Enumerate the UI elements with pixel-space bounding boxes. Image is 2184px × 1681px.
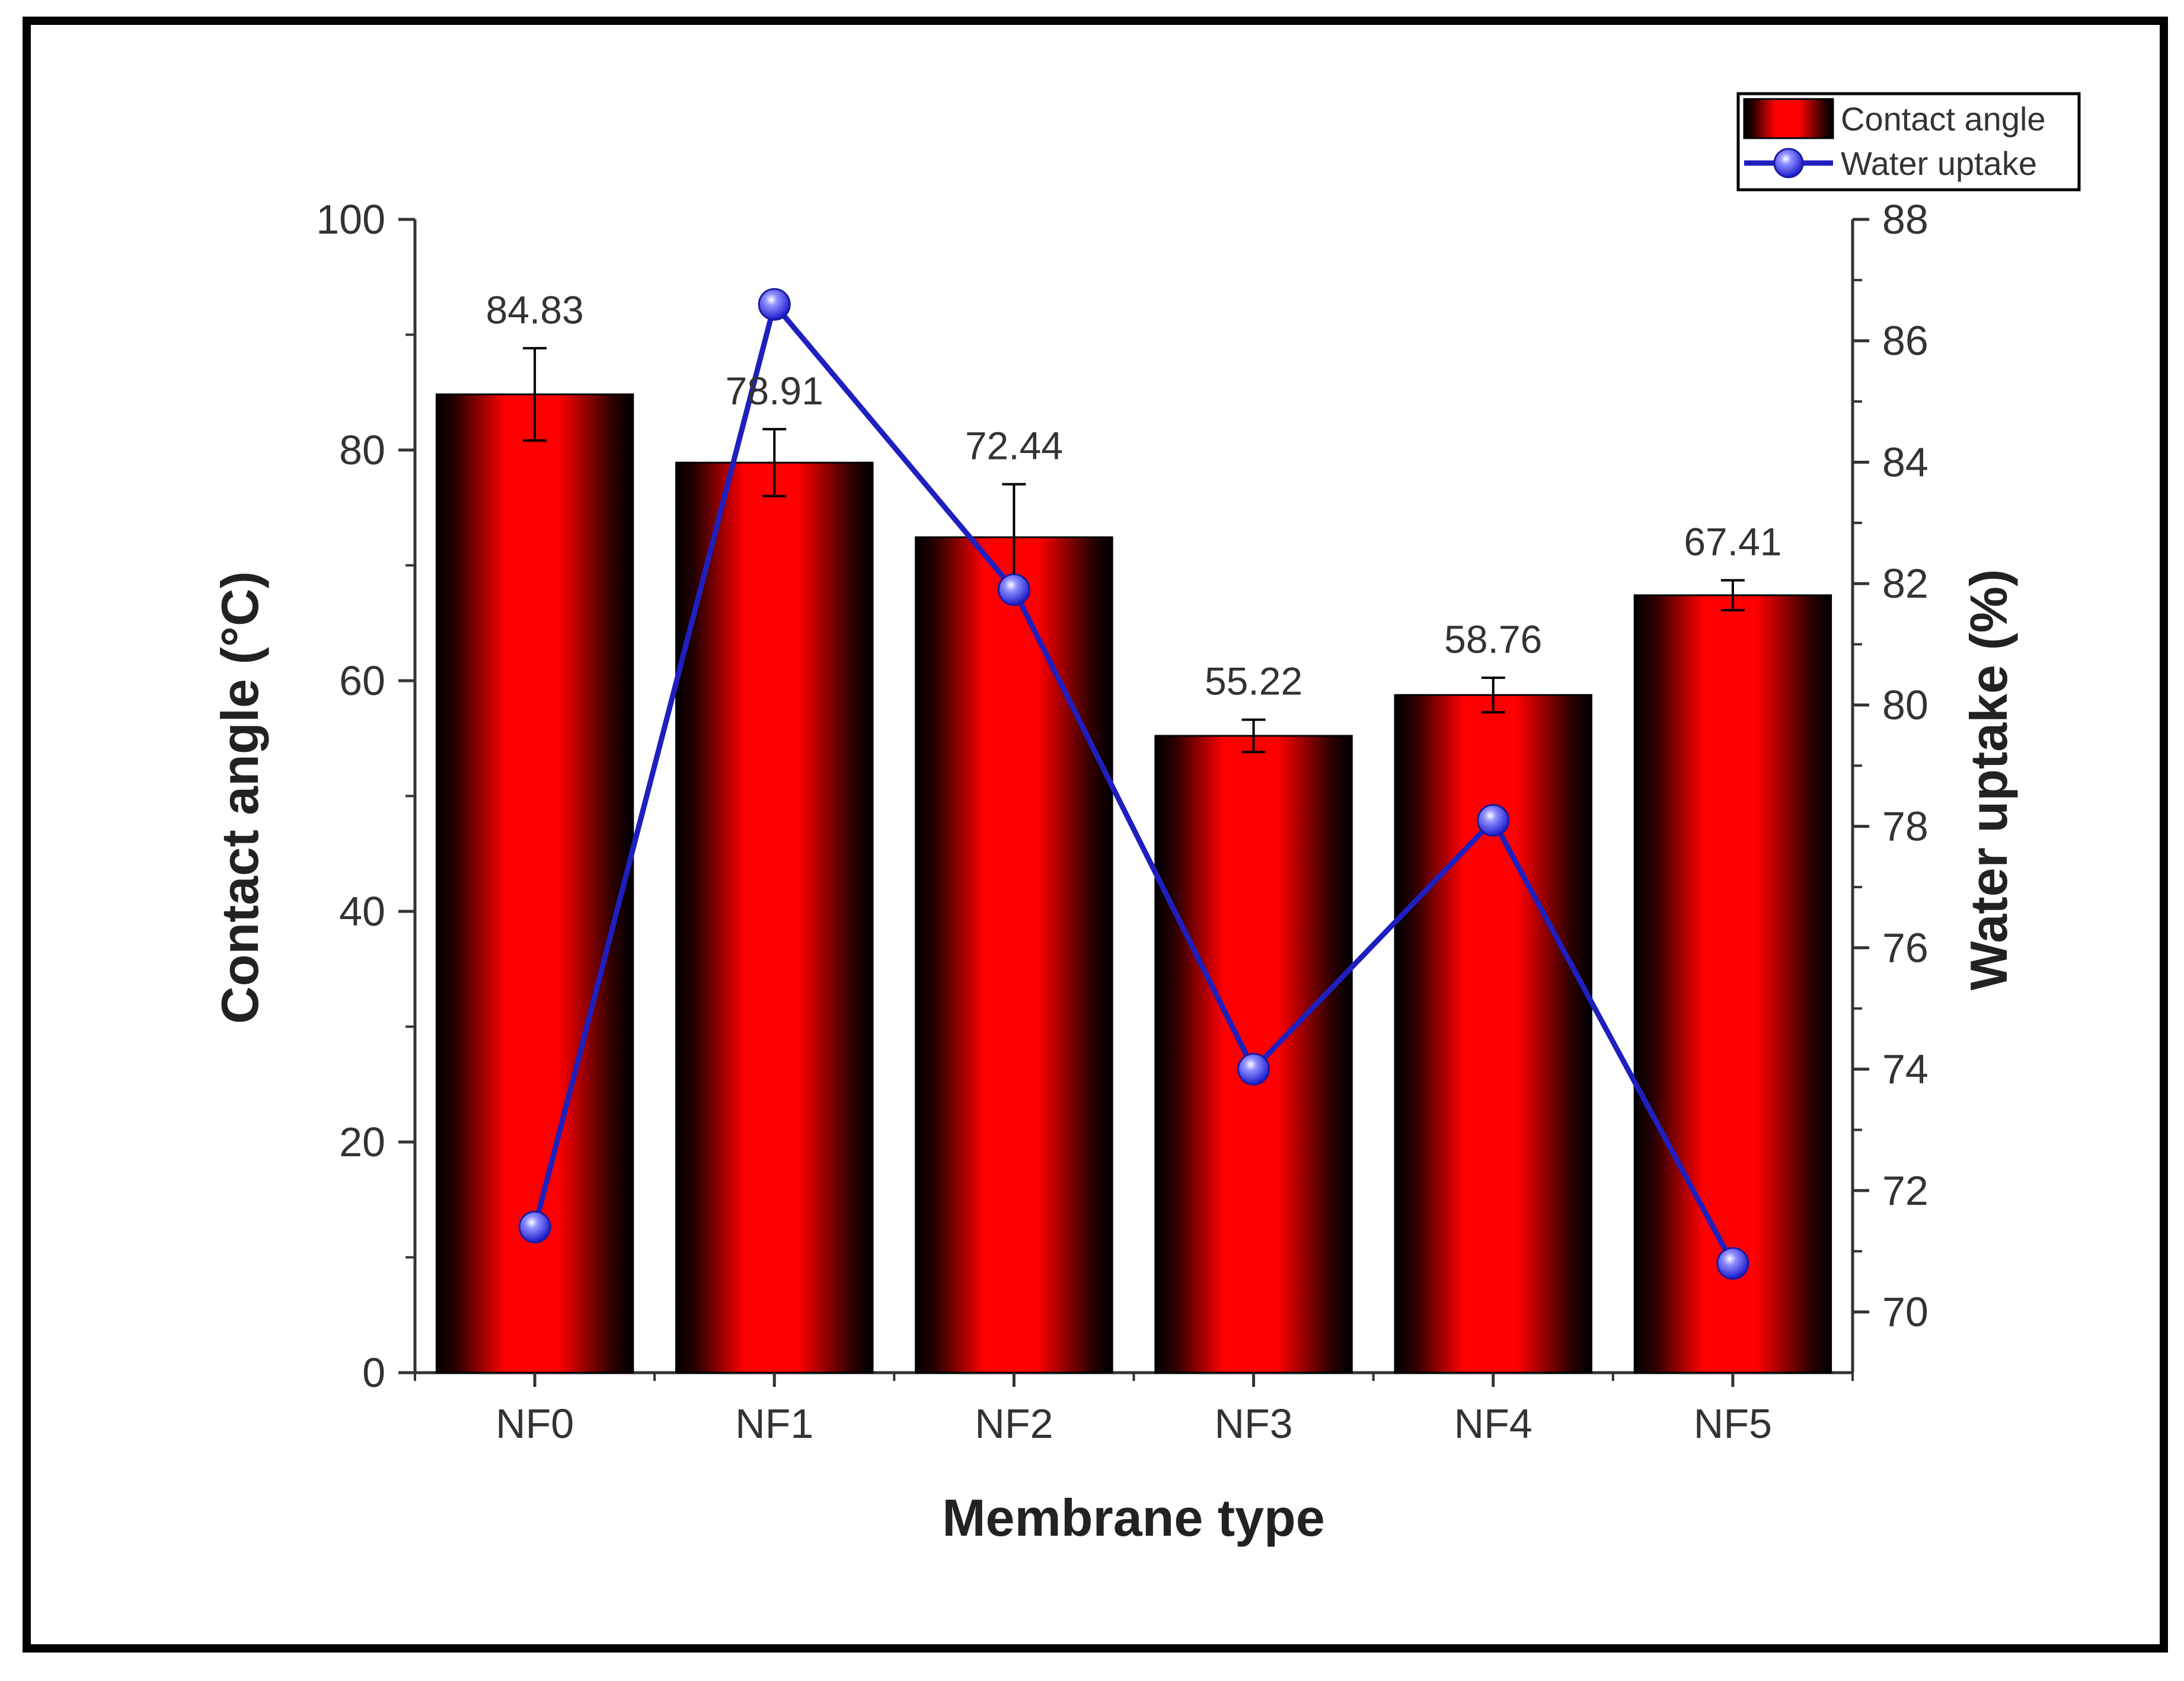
x-tick-label-NF5: NF5 bbox=[1694, 1401, 1772, 1447]
data-label-NF5: 67.41 bbox=[1684, 520, 1781, 564]
bars-layer bbox=[435, 347, 1832, 1374]
x-axis-categories: NF0 NF1 NF2 NF3 NF4 NF5 bbox=[414, 1373, 1854, 1447]
data-label-NF1: 78.91 bbox=[726, 369, 823, 413]
water-uptake-point-NF3[interactable] bbox=[1237, 1052, 1270, 1086]
x-tick-label-NF3: NF3 bbox=[1214, 1401, 1292, 1447]
y2-tick-label-80: 80 bbox=[1882, 682, 1928, 728]
x-tick-label-NF4: NF4 bbox=[1454, 1401, 1532, 1447]
water-uptake-point-NF1[interactable] bbox=[758, 288, 791, 321]
y-tick-label-100: 100 bbox=[316, 196, 385, 243]
y-tick-label-20: 20 bbox=[339, 1119, 385, 1165]
bar-NF2[interactable] bbox=[915, 536, 1113, 1374]
y2-tick-label-72: 72 bbox=[1882, 1168, 1928, 1214]
data-label-NF2: 72.44 bbox=[965, 424, 1063, 468]
y2-tick-label-86: 86 bbox=[1882, 318, 1928, 364]
water-uptake-point-NF4[interactable] bbox=[1477, 803, 1510, 837]
y-axis-title: Contact angle (°C) bbox=[210, 571, 269, 1024]
bar-NF0[interactable] bbox=[435, 393, 634, 1374]
y2-tick-label-82: 82 bbox=[1882, 560, 1928, 607]
y2-tick-label-74: 74 bbox=[1882, 1046, 1928, 1092]
y2-tick-label-76: 76 bbox=[1882, 924, 1928, 971]
data-label-NF3: 55.22 bbox=[1205, 659, 1302, 703]
water-uptake-point-NF0[interactable] bbox=[518, 1210, 551, 1243]
legend-label-contact-angle: Contact angle bbox=[1841, 100, 2046, 138]
legend: Contact angle Water uptake bbox=[1736, 92, 2081, 192]
x-tick-label-NF1: NF1 bbox=[735, 1401, 813, 1447]
data-label-NF0: 84.83 bbox=[486, 288, 583, 331]
legend-marker-water-uptake bbox=[1773, 148, 1804, 178]
bar-NF5[interactable] bbox=[1633, 594, 1832, 1374]
y2-tick-label-84: 84 bbox=[1882, 439, 1928, 485]
y2-tick-label-78: 78 bbox=[1882, 803, 1928, 850]
water-uptake-line bbox=[532, 301, 1735, 1265]
data-label-NF4: 58.76 bbox=[1444, 617, 1542, 661]
x-axis-title: Membrane type bbox=[942, 1488, 1325, 1547]
y2-axis-title: Water uptake (%) bbox=[1959, 569, 2018, 991]
water-uptake-point-NF2[interactable] bbox=[997, 573, 1030, 606]
legend-label-water-uptake: Water uptake bbox=[1841, 145, 2037, 182]
y-tick-label-40: 40 bbox=[339, 888, 385, 934]
legend-swatch-contact-angle bbox=[1743, 98, 1834, 139]
y-tick-label-80: 80 bbox=[339, 427, 385, 473]
bar-NF4[interactable] bbox=[1394, 694, 1592, 1374]
data-labels-layer: 84.83 78.91 72.44 55.22 58.76 67.41 bbox=[486, 288, 1781, 703]
y-tick-label-60: 60 bbox=[339, 658, 385, 704]
y2-tick-label-88: 88 bbox=[1882, 196, 1928, 243]
bar-NF1[interactable] bbox=[675, 461, 874, 1374]
left-axis-ticks: 0 20 40 60 80 100 bbox=[316, 196, 415, 1396]
y2-tick-label-70: 70 bbox=[1882, 1289, 1928, 1335]
water-uptake-point-NF5[interactable] bbox=[1716, 1247, 1749, 1280]
x-tick-label-NF2: NF2 bbox=[975, 1401, 1053, 1447]
y-tick-label-0: 0 bbox=[362, 1350, 385, 1396]
right-axis-ticks: 70 72 74 76 78 80 82 84 86 88 bbox=[1853, 196, 1928, 1335]
x-tick-label-NF0: NF0 bbox=[496, 1401, 574, 1447]
water-uptake-layer bbox=[518, 288, 1749, 1280]
